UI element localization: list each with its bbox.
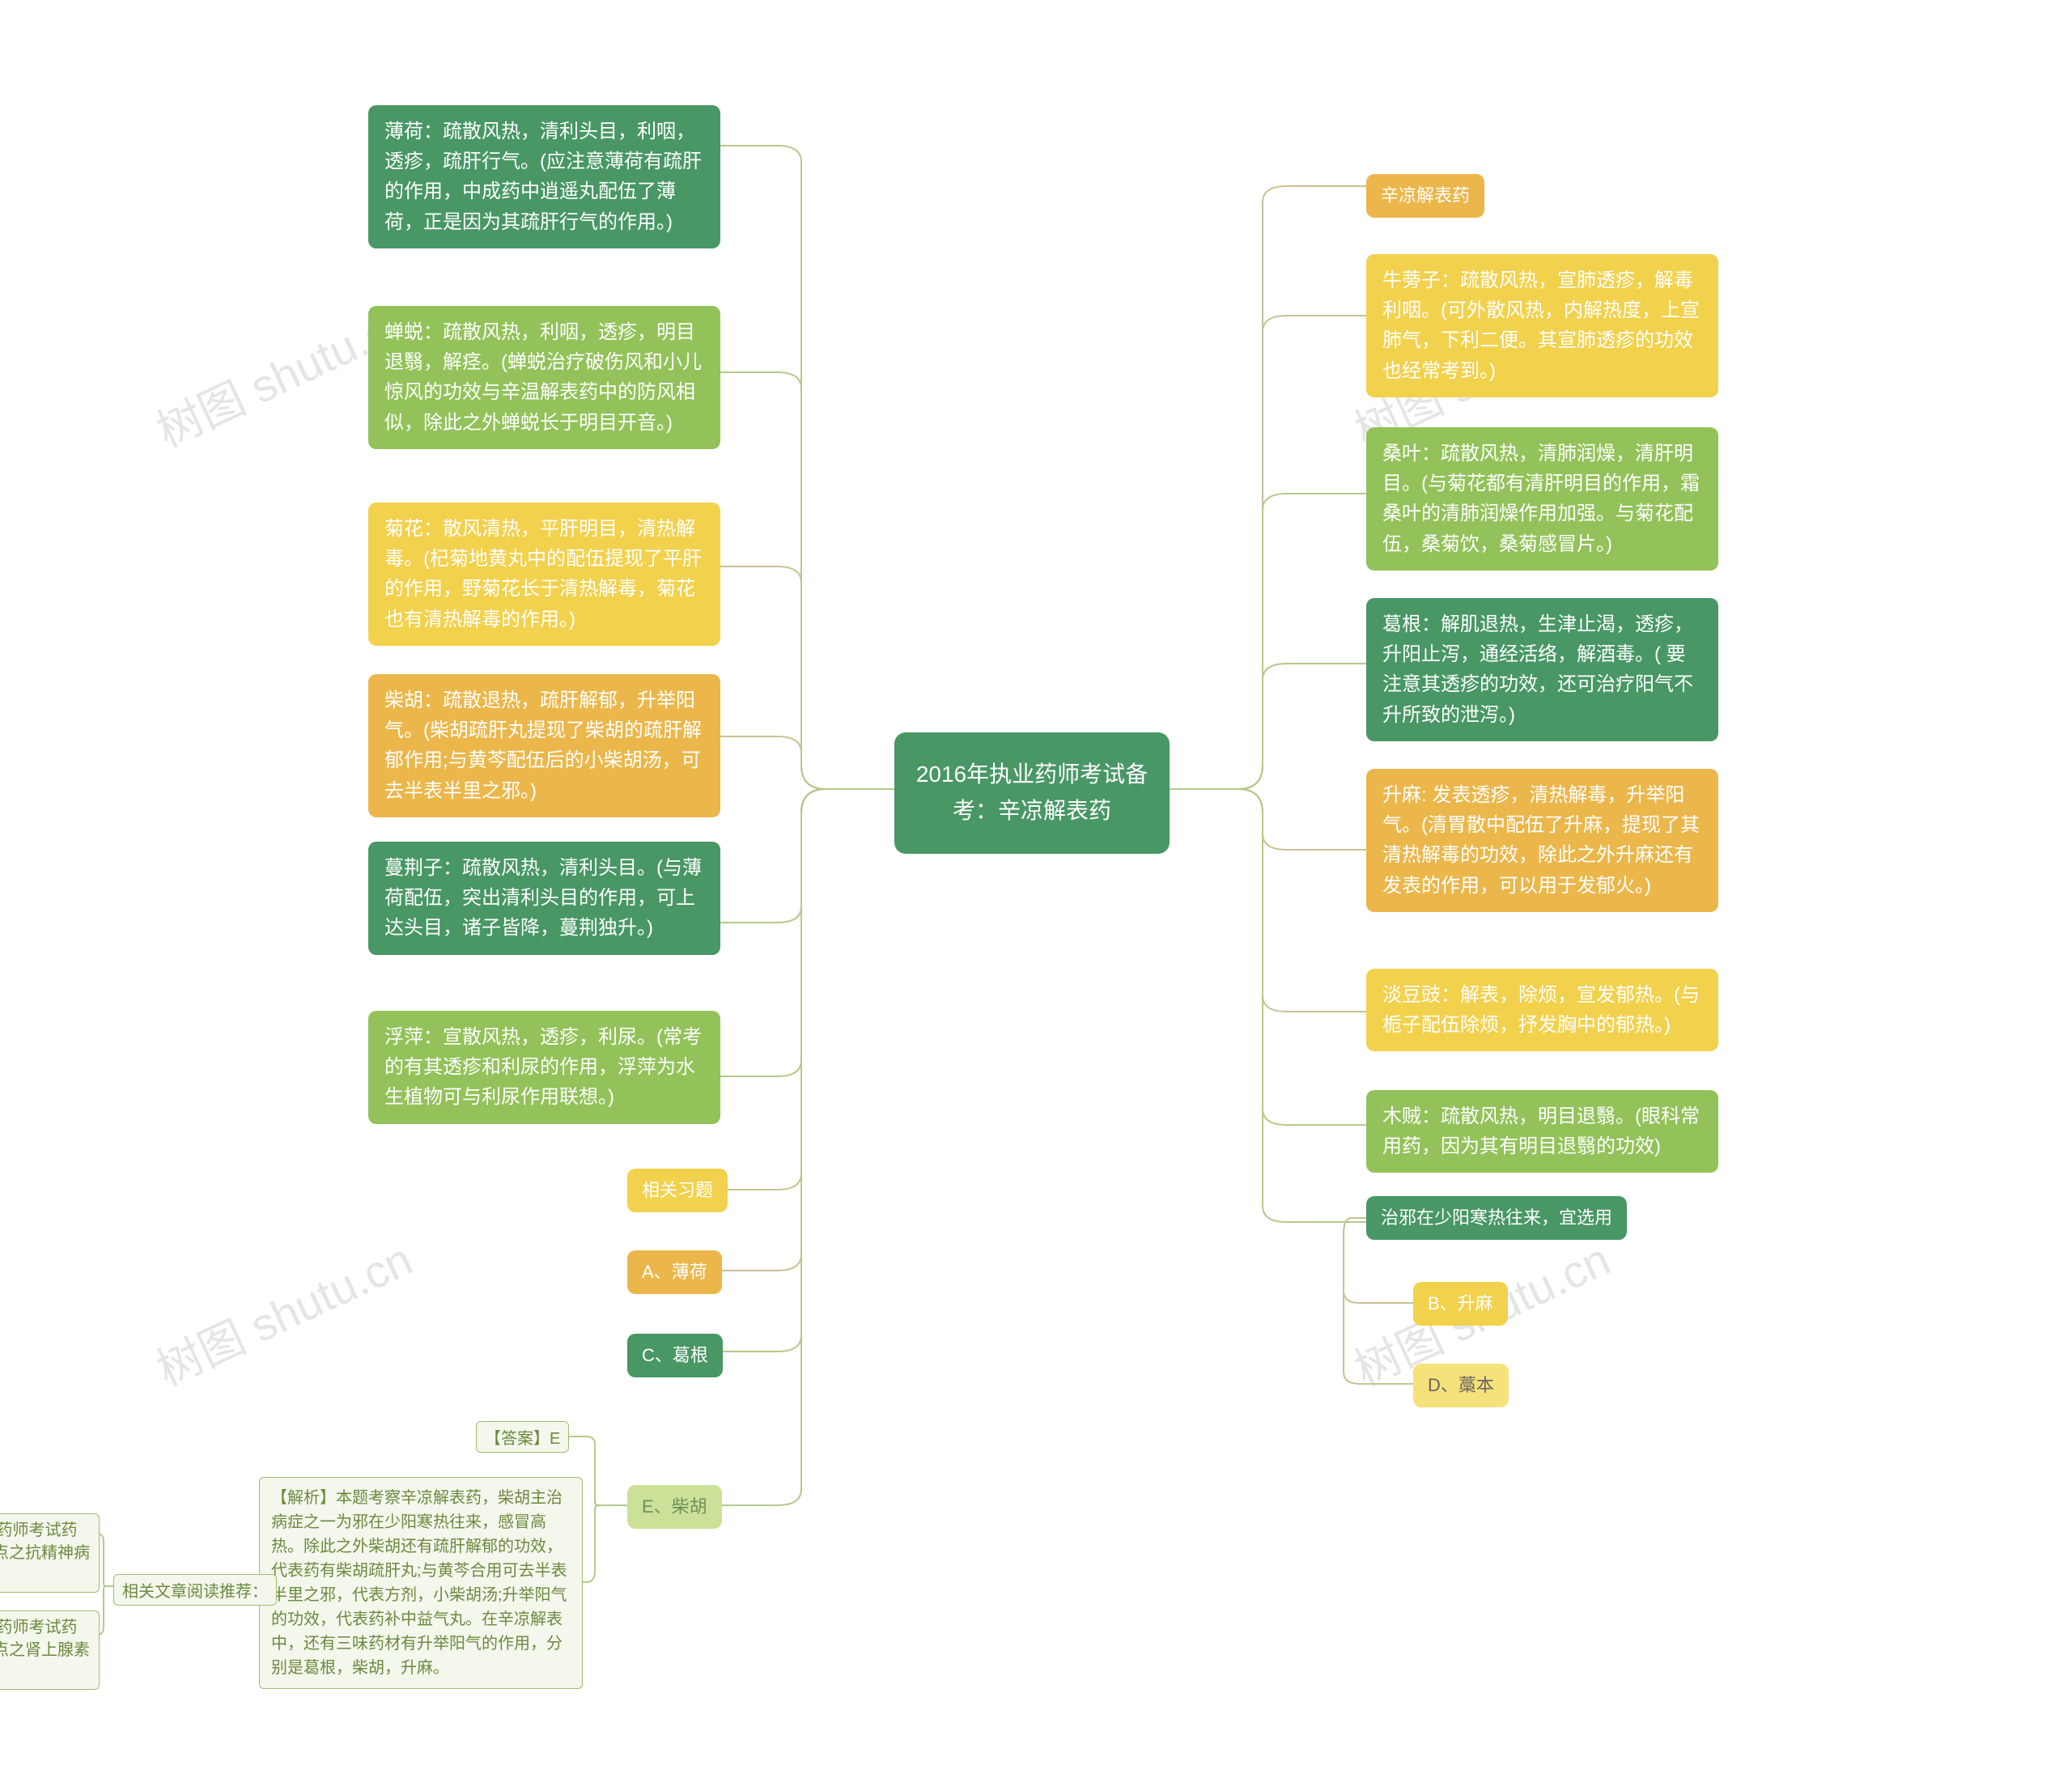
node-chaihu[interactable]: 柴胡：疏散退热，疏肝解郁，升举阳气。(柴胡疏肝丸提现了柴胡的疏肝解郁作用;与黄芩… [368,674,720,817]
node-option-a[interactable]: A、薄荷 [627,1250,722,1294]
node-answer[interactable]: 【答案】E [476,1421,569,1453]
node-link-2[interactable]: 2016年执业药师考试药学岗位知识点之肾上腺素受体激动药 [0,1610,100,1690]
node-chantui[interactable]: 蝉蜕：疏散风热，利咽，透疹，明目退翳，解痉。(蝉蜕治疗破伤风和小儿惊风的功效与辛… [368,306,720,449]
node-option-b[interactable]: B、升麻 [1413,1282,1508,1326]
node-gegen[interactable]: 葛根：解肌退热，生津止渴，透疹，升阳止泻，通经活络，解酒毒。( 要注意其透疹的功… [1366,598,1718,741]
node-shengma[interactable]: 升麻: 发表透疹，清热解毒，升举阳气。(清胃散中配伍了升麻，提现了其清热解毒的功… [1366,769,1718,912]
node-category[interactable]: 辛凉解表药 [1366,174,1484,218]
node-juhua[interactable]: 菊花：散风清热，平肝明目，清热解毒。(杞菊地黄丸中的配伍提现了平肝的作用，野菊花… [368,503,720,646]
node-xiti[interactable]: 相关习题 [627,1169,728,1212]
node-bohe[interactable]: 薄荷：疏散风热，清利头目，利咽，透疹，疏肝行气。(应注意薄荷有疏肝的作用，中成药… [368,105,720,248]
node-dandouchi[interactable]: 淡豆豉：解表，除烦，宣发郁热。(与栀子配伍除烦，抒发胸中的郁热。) [1366,969,1718,1051]
node-mukui[interactable]: 木贼：疏散风热，明目退翳。(眼科常用药，因为其有明目退翳的功效) [1366,1090,1718,1173]
node-related-reading[interactable]: 相关文章阅读推荐： [113,1574,277,1606]
node-link-1[interactable]: 2016年执业药师考试药学岗位知识点之抗精神病药氯丙嗪 [0,1513,100,1593]
node-sangye[interactable]: 桑叶：疏散风热，清肺润燥，清肝明目。(与菊花都有清肝明目的作用，霜桑叶的清肺润燥… [1366,427,1718,571]
node-niubang[interactable]: 牛蒡子：疏散风热，宣肺透疹，解毒利咽。(可外散风热，内解热度，上宣肺气，下利二便… [1366,254,1718,397]
node-option-c[interactable]: C、葛根 [627,1334,723,1377]
node-option-e[interactable]: E、柴胡 [627,1485,722,1529]
node-analysis[interactable]: 【解析】本题考察辛凉解表药，柴胡主治病症之一为邪在少阳寒热往来，感冒高热。除此之… [259,1477,583,1689]
watermark: 树图 shutu.cn [145,1224,422,1399]
node-fuping[interactable]: 浮萍：宣散风热，透疹，利尿。(常考的有其透疹和利尿的作用，浮萍为水生植物可与利尿… [368,1011,720,1124]
node-zhixie[interactable]: 治邪在少阳寒热往来，宜选用 [1366,1196,1627,1240]
node-manjing[interactable]: 蔓荆子：疏散风热，清利头目。(与薄荷配伍，突出清利头目的作用，可上达头目，诸子皆… [368,842,720,955]
node-option-d[interactable]: D、藁本 [1413,1364,1509,1407]
center-node[interactable]: 2016年执业药师考试备考：辛凉解表药 [894,732,1170,854]
